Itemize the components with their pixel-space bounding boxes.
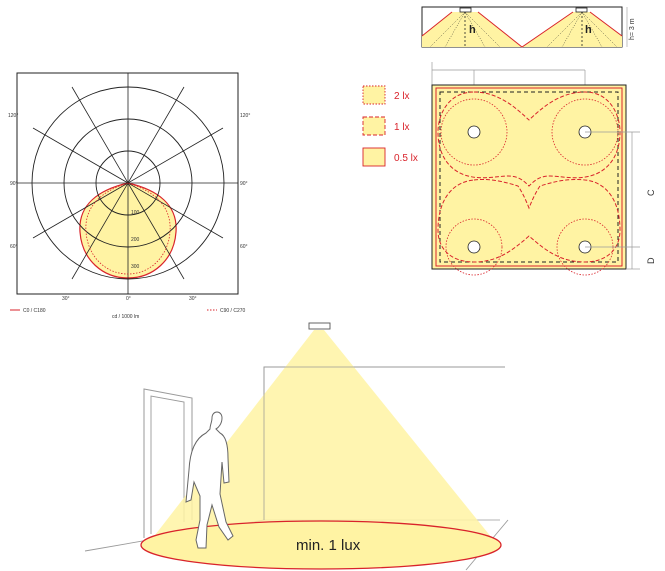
section-beam-outline — [421, 11, 623, 48]
section-h-label-right: h — [585, 24, 592, 36]
angle-label-0-bottom: 0° — [126, 296, 131, 302]
section-height-label: h= 3 m — [629, 18, 636, 40]
scene-min-lux-label: min. 1 lux — [296, 537, 361, 554]
plan-inner-dashed — [439, 91, 619, 263]
polar-diagram: 120° 90° 60° 120° 90° 60° 30° 0° 30° 100… — [8, 72, 250, 320]
section-luminaire-right — [575, 7, 588, 13]
perspective-scene: min. 1 lux — [84, 322, 509, 571]
angle-label-60-left: 60° — [10, 244, 18, 250]
plan-contour-1lx — [437, 91, 621, 263]
scene-light-cone — [145, 330, 500, 548]
plan-dim-d-label: D — [646, 257, 656, 264]
polar-frame — [16, 72, 239, 295]
legend-2lx-label: 2 lx — [394, 91, 410, 102]
plan-contour-2lx-1 — [440, 98, 508, 166]
angle-label-90-left: 90° — [10, 181, 18, 187]
section-view: h h h= 3 m — [421, 6, 636, 48]
plan-luminaire-3 — [467, 240, 481, 254]
angle-label-120-right: 120° — [240, 113, 250, 119]
radial-label-200: 200 — [131, 237, 140, 243]
radial-label-100: 100 — [131, 210, 140, 216]
section-luminaire-left — [459, 7, 472, 13]
angle-label-90-right: 90° — [240, 181, 248, 187]
plan-contour-2lx-3 — [445, 218, 503, 276]
legend-05lx-swatch — [362, 147, 386, 167]
person-icon — [185, 411, 234, 549]
polar-unit-label: cd / 1000 lm — [112, 314, 139, 320]
legend-2lx-swatch — [362, 85, 386, 105]
illuminance-legend: 2 lx 1 lx 0.5 lx — [362, 85, 418, 167]
legend-05lx-label: 0.5 lx — [394, 153, 418, 164]
angle-label-30-bottom-right: 30° — [189, 296, 197, 302]
section-h-label-left: h — [469, 24, 476, 36]
plan-luminaire-1 — [467, 125, 481, 139]
section-beam-left — [422, 12, 522, 47]
scene-wall-overlay — [263, 366, 505, 520]
polar-c90-trace — [85, 182, 171, 275]
plan-dim-c-label: C — [646, 189, 656, 196]
angle-label-30-bottom-left: 30° — [62, 296, 70, 302]
scene-luminaire — [308, 322, 331, 330]
angle-label-60-right: 60° — [240, 244, 248, 250]
angle-label-120-left: 120° — [8, 113, 18, 119]
plan-contour-05lx — [435, 87, 623, 267]
plan-room-area — [431, 84, 627, 270]
legend-c0-label: C0 / C180 — [23, 308, 46, 314]
legend-1lx-label: 1 lx — [394, 122, 410, 133]
section-dotted-rays — [429, 11, 618, 48]
scene-door-leaf — [150, 395, 185, 534]
floor-plan: C D — [431, 62, 656, 276]
radial-label-300: 300 — [131, 264, 140, 270]
legend-c90-label: C90 / C270 — [220, 308, 246, 314]
legend-1lx-swatch — [362, 116, 386, 136]
